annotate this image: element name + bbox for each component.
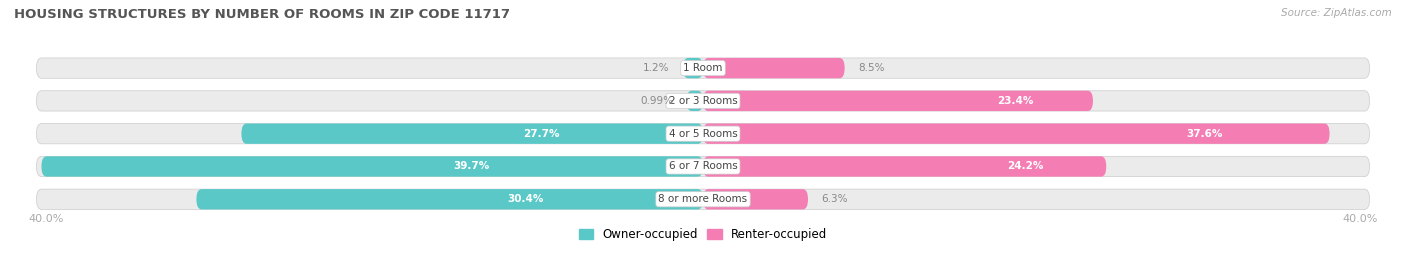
Text: HOUSING STRUCTURES BY NUMBER OF ROOMS IN ZIP CODE 11717: HOUSING STRUCTURES BY NUMBER OF ROOMS IN…: [14, 8, 510, 21]
FancyBboxPatch shape: [37, 123, 1369, 144]
Text: 37.6%: 37.6%: [1187, 129, 1222, 139]
FancyBboxPatch shape: [37, 58, 1369, 78]
FancyBboxPatch shape: [37, 189, 1369, 210]
FancyBboxPatch shape: [703, 156, 1107, 177]
FancyBboxPatch shape: [683, 58, 703, 78]
FancyBboxPatch shape: [686, 91, 703, 111]
Text: 8.5%: 8.5%: [858, 63, 884, 73]
Text: 24.2%: 24.2%: [1008, 161, 1043, 171]
Text: 1.2%: 1.2%: [643, 63, 669, 73]
Text: 40.0%: 40.0%: [1343, 214, 1378, 224]
FancyBboxPatch shape: [37, 91, 1369, 111]
Text: 6 or 7 Rooms: 6 or 7 Rooms: [669, 161, 737, 171]
FancyBboxPatch shape: [703, 91, 1092, 111]
Text: 40.0%: 40.0%: [28, 214, 63, 224]
Text: 23.4%: 23.4%: [997, 96, 1033, 106]
Text: 27.7%: 27.7%: [523, 129, 560, 139]
FancyBboxPatch shape: [37, 156, 1369, 177]
FancyBboxPatch shape: [197, 189, 703, 210]
Legend: Owner-occupied, Renter-occupied: Owner-occupied, Renter-occupied: [574, 223, 832, 246]
FancyBboxPatch shape: [703, 189, 808, 210]
FancyBboxPatch shape: [703, 58, 845, 78]
FancyBboxPatch shape: [703, 123, 1330, 144]
Text: 39.7%: 39.7%: [453, 161, 489, 171]
FancyBboxPatch shape: [242, 123, 703, 144]
Text: 2 or 3 Rooms: 2 or 3 Rooms: [669, 96, 737, 106]
Text: 0.99%: 0.99%: [640, 96, 673, 106]
Text: 30.4%: 30.4%: [508, 194, 544, 204]
Text: 4 or 5 Rooms: 4 or 5 Rooms: [669, 129, 737, 139]
Text: 6.3%: 6.3%: [821, 194, 848, 204]
Text: Source: ZipAtlas.com: Source: ZipAtlas.com: [1281, 8, 1392, 18]
FancyBboxPatch shape: [41, 156, 703, 177]
Text: 8 or more Rooms: 8 or more Rooms: [658, 194, 748, 204]
Text: 1 Room: 1 Room: [683, 63, 723, 73]
